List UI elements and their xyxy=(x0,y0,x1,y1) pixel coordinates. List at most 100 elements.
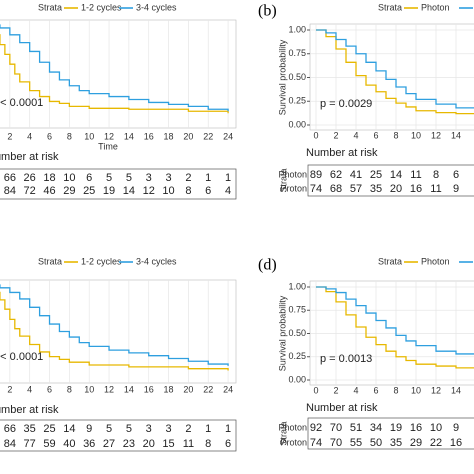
risk-count: 19 xyxy=(103,185,115,197)
risk-count: 20 xyxy=(390,183,402,195)
risk-row-label: Photon xyxy=(278,169,307,179)
x-tick-label: 10 xyxy=(411,130,421,140)
risk-count: 35 xyxy=(390,437,402,449)
risk-table-box xyxy=(0,419,237,452)
risk-count: 84 xyxy=(4,185,16,197)
risk-count: 9 xyxy=(86,423,92,435)
risk-table-title: Number at risk xyxy=(306,147,378,159)
risk-row-label: Photon xyxy=(278,422,307,432)
risk-count: 9 xyxy=(453,183,459,195)
risk-count: 27 xyxy=(103,438,115,450)
risk-count: 72 xyxy=(24,185,36,197)
y-tick-label: 0.75 xyxy=(288,305,306,315)
x-tick-label: 20 xyxy=(183,131,193,141)
y-tick-label: 0.00 xyxy=(288,119,306,129)
plot xyxy=(0,20,229,128)
risk-count: 92 xyxy=(310,422,322,434)
risk-count: 6 xyxy=(453,169,459,181)
x-tick-label: 4 xyxy=(353,385,358,395)
risk-count: 18 xyxy=(43,172,55,184)
y-tick-label: 1.00 xyxy=(288,24,306,34)
x-tick-label: 4 xyxy=(27,384,32,394)
risk-count: 35 xyxy=(370,183,382,195)
risk-count: 29 xyxy=(63,185,75,197)
risk-count: 46 xyxy=(43,185,55,197)
legend-label: 3-4 cycles xyxy=(136,256,177,266)
plot xyxy=(310,281,474,385)
risk-count: 11 xyxy=(183,438,194,450)
risk-count: 20 xyxy=(143,438,155,450)
risk-table-title: Number at risk xyxy=(0,151,59,163)
y-axis-title: Survival probability xyxy=(277,39,287,115)
survival-curve xyxy=(316,286,474,369)
plot-area xyxy=(309,280,474,386)
risk-count: 25 xyxy=(370,169,382,181)
risk-count: 5 xyxy=(126,423,132,435)
x-tick-label: 16 xyxy=(144,384,154,394)
x-axis-title: Time xyxy=(98,141,118,151)
risk-row-label: Proton xyxy=(280,183,307,193)
y-tick-label: 0.75 xyxy=(288,48,306,58)
x-tick-label: 6 xyxy=(373,130,378,140)
risk-count: 4 xyxy=(225,185,231,197)
risk-count: 9 xyxy=(453,422,459,434)
risk-table-title: Number at risk xyxy=(0,404,59,416)
x-tick-label: 12 xyxy=(104,131,114,141)
y-tick-label: 0.25 xyxy=(288,351,306,361)
risk-count: 6 xyxy=(225,438,231,450)
legend-title: Strata xyxy=(38,2,62,12)
y-tick-label: 0.00 xyxy=(288,374,306,384)
plot xyxy=(310,24,474,130)
x-tick-label: 14 xyxy=(451,130,461,140)
legend-label: Photon xyxy=(421,2,450,12)
risk-count: 5 xyxy=(106,172,112,184)
risk-table-box xyxy=(307,164,474,197)
risk-count: 14 xyxy=(390,169,402,181)
risk-count: 1 xyxy=(225,423,231,435)
risk-count: 36 xyxy=(83,438,95,450)
risk-count: 16 xyxy=(410,422,422,434)
x-tick-label: 8 xyxy=(67,384,72,394)
y-tick-label: 0.50 xyxy=(288,328,306,338)
x-tick-label: 14 xyxy=(124,384,134,394)
risk-count: 70 xyxy=(330,437,342,449)
x-tick-label: 8 xyxy=(67,131,72,141)
risk-count: 6 xyxy=(86,172,92,184)
risk-table-title: Number at risk xyxy=(306,402,378,414)
x-tick-label: 10 xyxy=(84,131,94,141)
risk-count: 1 xyxy=(205,423,211,435)
risk-count: 1 xyxy=(205,172,211,184)
risk-count: 25 xyxy=(83,185,95,197)
risk-count: 5 xyxy=(126,172,132,184)
x-tick-label: 24 xyxy=(223,131,233,141)
risk-count: 84 xyxy=(4,438,16,450)
risk-count: 8 xyxy=(433,169,439,181)
survival-curve xyxy=(316,29,474,115)
p-value: p = 0.0013 xyxy=(320,353,372,365)
risk-count: 15 xyxy=(162,438,174,450)
x-tick-label: 2 xyxy=(7,131,12,141)
risk-strata-title: Strata xyxy=(278,168,288,192)
survival-curve xyxy=(0,291,229,371)
x-tick-label: 8 xyxy=(393,130,398,140)
y-tick-label: 0.50 xyxy=(288,72,306,82)
risk-count: 77 xyxy=(24,438,36,450)
risk-row-label: Proton xyxy=(280,437,307,447)
risk-count: 68 xyxy=(330,183,342,195)
risk-count: 23 xyxy=(123,438,135,450)
plot-area xyxy=(309,23,474,131)
risk-table-box xyxy=(0,168,237,200)
risk-count: 11 xyxy=(430,183,441,195)
x-tick-label: 2 xyxy=(7,384,12,394)
risk-count: 35 xyxy=(24,423,36,435)
x-tick-label: 16 xyxy=(144,131,154,141)
legend-label: 3-4 cycles xyxy=(136,2,177,12)
risk-count: 57 xyxy=(350,183,362,195)
x-tick-label: 22 xyxy=(203,384,213,394)
risk-count: 55 xyxy=(350,437,362,449)
risk-count: 74 xyxy=(310,437,322,449)
risk-count: 70 xyxy=(330,422,342,434)
legend-label: 1-2 cycles xyxy=(81,2,122,12)
